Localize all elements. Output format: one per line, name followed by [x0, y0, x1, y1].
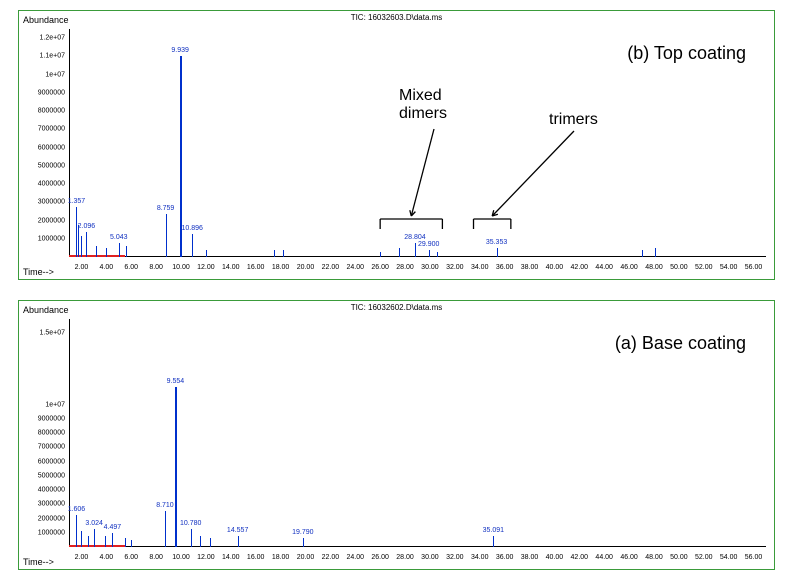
xtick: 46.00 [620, 554, 638, 561]
xtick: 14.00 [222, 554, 240, 561]
xtick: 12.00 [197, 554, 215, 561]
ytick: 8000000 [19, 430, 65, 437]
xtick: 34.00 [471, 554, 489, 561]
bottom-title: TIC: 16032602.D\data.ms [351, 303, 443, 312]
chromatogram-peak [112, 533, 113, 547]
panel-base-coating: TIC: 16032602.D\data.ms Abundance Time--… [18, 300, 775, 570]
peak-label: 4.497 [104, 524, 122, 531]
ytick: 4000000 [19, 487, 65, 494]
xtick: 28.00 [396, 554, 414, 561]
chromatogram-peak [125, 538, 126, 547]
chromatogram-peak [105, 536, 106, 547]
xtick: 48.00 [645, 554, 663, 561]
xtick: 56.00 [745, 554, 763, 561]
peak-label: 19.790 [292, 529, 313, 536]
bottom-y-ticks: 1000000 2000000 3000000 4000000 5000000 60000… [19, 319, 67, 547]
xtick: 6.00 [124, 554, 138, 561]
bottom-ylabel: Abundance [23, 305, 69, 315]
xtick: 18.00 [272, 554, 290, 561]
peak-label: 35.091 [483, 527, 504, 534]
chromatogram-peak [191, 529, 192, 547]
chromatogram-peak [175, 387, 177, 547]
ytick: 3000000 [19, 501, 65, 508]
chromatogram-peak [81, 531, 82, 547]
figure: TIC: 16032603.D\data.ms Abundance Time--… [0, 0, 793, 581]
xtick: 24.00 [347, 554, 365, 561]
chromatogram-peak [210, 538, 211, 547]
xtick: 2.00 [75, 554, 89, 561]
chromatogram-peak [165, 511, 166, 547]
xtick: 36.00 [496, 554, 514, 561]
xtick: 38.00 [521, 554, 539, 561]
ytick: 1000000 [19, 529, 65, 536]
xtick: 32.00 [446, 554, 464, 561]
axis-x [69, 546, 766, 547]
ytick: 5000000 [19, 472, 65, 479]
xtick: 30.00 [421, 554, 439, 561]
chromatogram-peak [131, 540, 132, 547]
bottom-xlabel: Time--> [23, 557, 54, 567]
ytick: 9000000 [19, 415, 65, 422]
xtick: 52.00 [695, 554, 713, 561]
peak-label: 9.554 [167, 378, 185, 385]
bottom-panel-label: (a) Base coating [615, 333, 746, 354]
xtick: 54.00 [720, 554, 738, 561]
xtick: 50.00 [670, 554, 688, 561]
annotation-arrows [19, 11, 776, 281]
ytick: 7000000 [19, 444, 65, 451]
bottom-x-ticks: 2.00 4.00 6.00 8.00 10.00 12.00 14.00 16.00 18.0… [69, 549, 766, 561]
xtick: 44.00 [595, 554, 613, 561]
xtick: 20.00 [297, 554, 315, 561]
chromatogram-peak [94, 529, 95, 547]
peak-label: 1.606 [68, 506, 86, 513]
peak-label: 10.780 [180, 520, 201, 527]
ytick: 2000000 [19, 515, 65, 522]
ytick: 1e+07 [19, 401, 65, 408]
peak-label: 8.710 [156, 502, 174, 509]
ytick: 6000000 [19, 458, 65, 465]
xtick: 22.00 [322, 554, 340, 561]
peak-label: 14.557 [227, 527, 248, 534]
panel-top-coating: TIC: 16032603.D\data.ms Abundance Time--… [18, 10, 775, 280]
xtick: 40.00 [546, 554, 564, 561]
xtick: 4.00 [100, 554, 114, 561]
xtick: 8.00 [149, 554, 163, 561]
xtick: 26.00 [371, 554, 389, 561]
chromatogram-peak [200, 536, 201, 547]
chromatogram-peak [76, 515, 77, 547]
chromatogram-peak [493, 536, 494, 547]
chromatogram-peak [303, 538, 304, 547]
chromatogram-peak [88, 536, 89, 547]
xtick: 42.00 [571, 554, 589, 561]
xtick: 10.00 [172, 554, 190, 561]
ytick: 1.5e+07 [19, 330, 65, 337]
chromatogram-peak [238, 536, 239, 547]
peak-label: 3.024 [85, 520, 103, 527]
xtick: 16.00 [247, 554, 265, 561]
